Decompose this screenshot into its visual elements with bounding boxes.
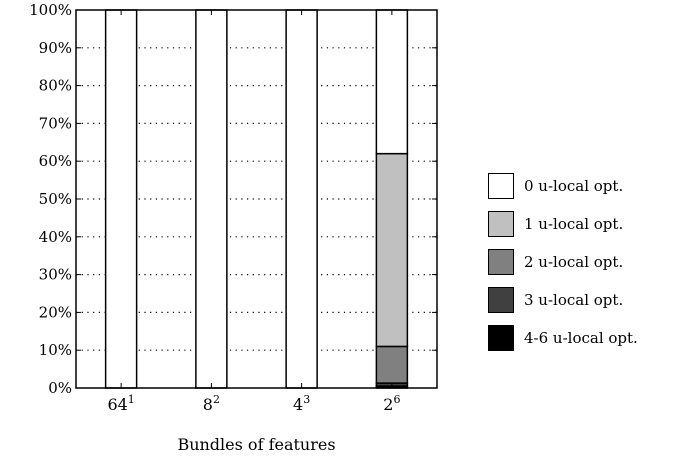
y-tick-label: 50%	[39, 190, 72, 208]
y-axis-ticks: 0% 10% 20% 30% 40% 50% 60% 70% 80% 90% 100%	[29, 1, 437, 397]
legend-label: 2 u-local opt.	[524, 252, 624, 271]
bar-segment	[285, 9, 318, 389]
legend-item: 0 u-local opt.	[488, 173, 676, 211]
legend-swatch	[488, 286, 514, 313]
x-axis-ticks: 641 82 43 26	[107, 10, 400, 414]
x-tick-label: 26	[383, 393, 400, 414]
y-tick-label: 40%	[39, 228, 72, 246]
legend-label: 1 u-local opt.	[524, 214, 624, 233]
y-tick-label: 30%	[39, 266, 72, 284]
y-tick-label: 70%	[39, 114, 72, 132]
legend: 0 u-local opt. 1 u-local opt. 2 u-local op…	[488, 173, 676, 362]
legend-item: 1 u-local opt.	[488, 210, 676, 249]
x-tick-label: 641	[107, 393, 134, 414]
legend-item: 3 u-local opt.	[488, 286, 676, 325]
bar-segment	[195, 9, 228, 389]
y-tick-label: 100%	[29, 1, 72, 19]
y-tick-label: 80%	[39, 77, 72, 95]
y-tick-label: 10%	[39, 341, 72, 359]
bar-segment	[375, 152, 409, 348]
legend-swatch	[488, 173, 514, 199]
legend-swatch	[488, 324, 514, 351]
legend-swatch	[488, 210, 514, 237]
legend-item: 4-6 u-local opt.	[488, 324, 676, 363]
x-tick-label: 43	[293, 393, 310, 414]
x-tick-label: 82	[203, 393, 220, 414]
legend-label: 3 u-local opt.	[524, 290, 624, 309]
bar-segment	[104, 9, 138, 389]
bar-segment	[375, 9, 409, 155]
y-tick-label: 20%	[39, 303, 72, 321]
y-tick-label: 0%	[48, 379, 72, 397]
y-tick-label: 90%	[39, 39, 72, 57]
bar-segment	[375, 345, 409, 384]
legend-item: 2 u-local opt.	[488, 248, 676, 287]
legend-label: 0 u-local opt.	[524, 177, 624, 195]
y-tick-label: 60%	[39, 152, 72, 170]
x-axis-label: Bundles of features	[177, 435, 335, 454]
legend-swatch	[488, 248, 514, 275]
legend-label: 4-6 u-local opt.	[524, 328, 638, 347]
